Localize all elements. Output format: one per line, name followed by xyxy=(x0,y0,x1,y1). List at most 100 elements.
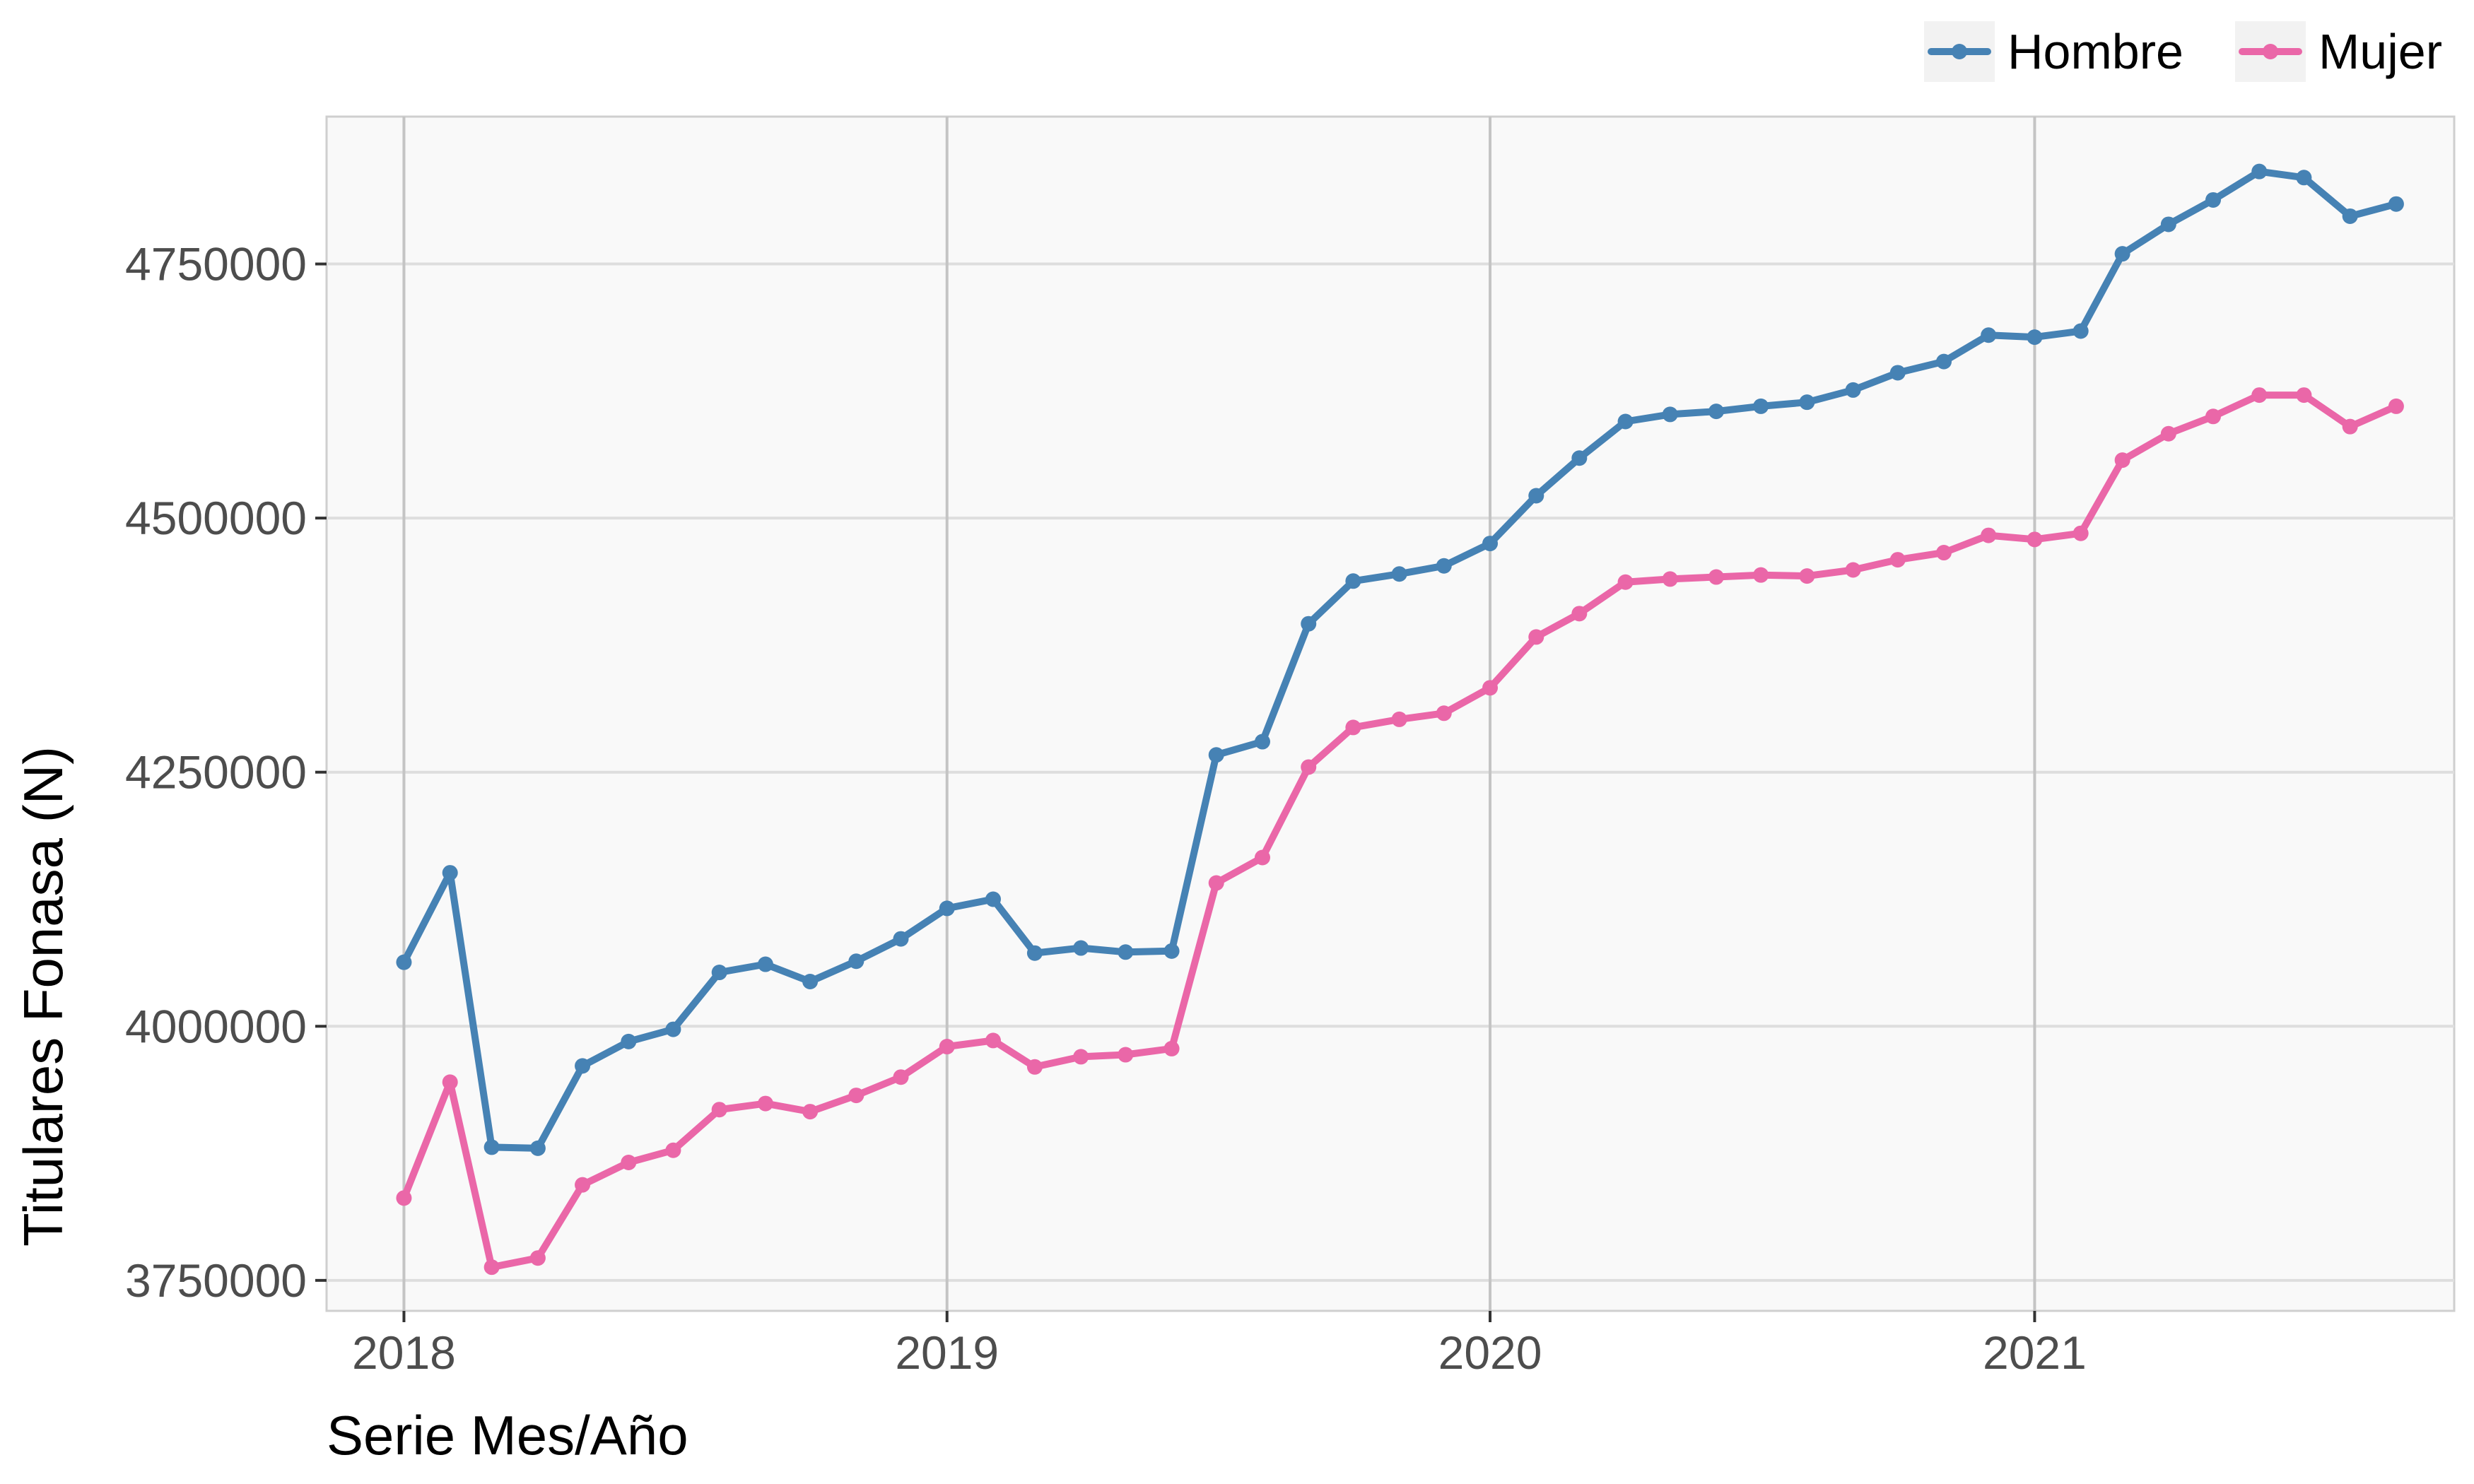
data-point xyxy=(1345,719,1361,736)
data-point xyxy=(1936,545,1952,561)
data-point xyxy=(1436,558,1452,574)
data-point xyxy=(1936,353,1952,370)
data-point xyxy=(1163,943,1180,959)
data-point xyxy=(1889,552,1906,568)
data-point xyxy=(1301,759,1317,775)
data-point xyxy=(1799,568,1815,584)
data-point xyxy=(1026,945,1043,961)
data-point xyxy=(621,1155,637,1171)
data-point xyxy=(2342,418,2358,435)
legend-label: Hombre xyxy=(2007,24,2183,79)
data-point xyxy=(2296,170,2312,186)
data-point xyxy=(1482,680,1499,696)
data-point xyxy=(1345,573,1361,589)
data-point xyxy=(483,1259,500,1276)
data-point xyxy=(665,1142,681,1158)
data-point xyxy=(442,1074,458,1090)
data-point xyxy=(985,891,1001,907)
data-point xyxy=(1845,562,1861,578)
data-point xyxy=(802,973,819,989)
legend: Hombre Mujer xyxy=(1924,21,2442,82)
data-point xyxy=(1662,571,1678,587)
x-axis: 2018 2019 2020 2021 xyxy=(352,1311,2087,1379)
data-point xyxy=(396,954,412,970)
data-point xyxy=(985,1032,1001,1049)
x-tick-label: 2019 xyxy=(895,1326,999,1379)
x-axis-title: Serie Mes/Año xyxy=(327,1404,688,1466)
data-point xyxy=(711,1102,727,1118)
data-point xyxy=(2073,525,2089,541)
data-point xyxy=(1571,606,1588,622)
data-point xyxy=(1571,450,1588,466)
data-point xyxy=(2205,408,2222,425)
data-point xyxy=(529,1250,546,1266)
data-point xyxy=(893,931,909,947)
series-lines xyxy=(396,163,2404,1276)
legend-point-swatch xyxy=(1952,44,1967,59)
series-hombre xyxy=(396,163,2404,1156)
data-point xyxy=(1163,1040,1180,1056)
data-point xyxy=(1254,734,1270,750)
data-point xyxy=(757,1095,773,1112)
data-point xyxy=(802,1104,819,1120)
data-point xyxy=(1617,574,1634,590)
data-point xyxy=(529,1140,546,1156)
legend-label: Mujer xyxy=(2318,24,2442,79)
legend-point-swatch xyxy=(2263,44,2278,59)
data-point xyxy=(442,865,458,881)
data-point xyxy=(1391,711,1407,727)
data-point xyxy=(711,965,727,981)
data-point xyxy=(1981,327,1997,343)
data-point xyxy=(757,956,773,972)
plot-panel xyxy=(325,115,2456,1312)
data-point xyxy=(1799,394,1815,411)
data-point xyxy=(1208,875,1224,891)
y-axis-title: Titulares Fonasa (N) xyxy=(12,746,74,1247)
data-point xyxy=(2073,323,2089,339)
data-point xyxy=(1889,365,1906,381)
data-point xyxy=(893,1069,909,1085)
y-tick-label: 3750000 xyxy=(125,1254,307,1307)
data-point xyxy=(1753,567,1769,583)
data-point xyxy=(2114,452,2130,469)
data-point xyxy=(2388,196,2404,212)
data-point xyxy=(1073,940,1089,956)
data-point xyxy=(1118,1047,1134,1063)
legend-item-hombre: Hombre xyxy=(1924,21,2183,82)
data-point xyxy=(1073,1049,1089,1065)
legend-item-mujer: Mujer xyxy=(2235,21,2442,82)
data-point xyxy=(1118,944,1134,960)
x-tick-label: 2020 xyxy=(1438,1326,1542,1379)
data-point xyxy=(1254,849,1270,866)
data-point xyxy=(1753,398,1769,414)
data-point xyxy=(1708,569,1724,585)
data-point xyxy=(1845,382,1861,398)
y-axis: 3750000 4000000 4250000 4500000 4750000 xyxy=(125,238,327,1307)
y-tick-label: 4000000 xyxy=(125,1000,307,1052)
series-mujer xyxy=(396,387,2404,1276)
data-point xyxy=(665,1021,681,1037)
data-point xyxy=(939,900,955,917)
data-point xyxy=(848,1088,864,1104)
data-point xyxy=(2205,192,2222,208)
data-point xyxy=(2296,387,2312,404)
x-tick-label: 2018 xyxy=(352,1326,456,1379)
data-point xyxy=(483,1139,500,1155)
data-point xyxy=(1617,413,1634,430)
data-point xyxy=(2027,329,2043,346)
data-point xyxy=(1981,527,1997,543)
data-point xyxy=(1528,488,1544,504)
data-point xyxy=(848,953,864,970)
data-point xyxy=(1301,616,1317,632)
y-tick-label: 4750000 xyxy=(125,238,307,290)
data-point xyxy=(2342,208,2358,224)
y-tick-label: 4250000 xyxy=(125,746,307,799)
data-point xyxy=(396,1190,412,1206)
data-point xyxy=(939,1039,955,1055)
grid xyxy=(327,117,2454,1311)
data-point xyxy=(1528,629,1544,645)
data-point xyxy=(2388,398,2404,414)
x-tick-label: 2021 xyxy=(1983,1326,2087,1379)
data-point xyxy=(1436,705,1452,722)
data-point xyxy=(575,1058,591,1074)
